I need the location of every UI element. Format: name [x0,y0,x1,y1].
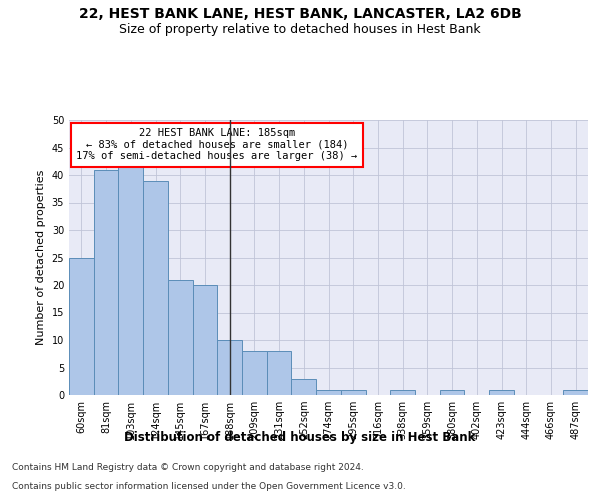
Bar [118,164,143,395]
Bar [489,390,514,395]
Text: Size of property relative to detached houses in Hest Bank: Size of property relative to detached ho… [119,22,481,36]
Text: 22 HEST BANK LANE: 185sqm
← 83% of detached houses are smaller (184)
17% of semi: 22 HEST BANK LANE: 185sqm ← 83% of detac… [76,128,358,162]
Bar [292,378,316,395]
Bar [390,390,415,395]
Bar [217,340,242,395]
Bar [168,280,193,395]
Bar [94,170,118,395]
Text: Contains HM Land Registry data © Crown copyright and database right 2024.: Contains HM Land Registry data © Crown c… [12,464,364,472]
Text: Distribution of detached houses by size in Hest Bank: Distribution of detached houses by size … [124,431,476,444]
Bar [563,390,588,395]
Bar [316,390,341,395]
Bar [193,285,217,395]
Y-axis label: Number of detached properties: Number of detached properties [36,170,46,345]
Text: 22, HEST BANK LANE, HEST BANK, LANCASTER, LA2 6DB: 22, HEST BANK LANE, HEST BANK, LANCASTER… [79,8,521,22]
Bar [143,180,168,395]
Bar [69,258,94,395]
Bar [440,390,464,395]
Bar [242,351,267,395]
Bar [341,390,365,395]
Bar [267,351,292,395]
Text: Contains public sector information licensed under the Open Government Licence v3: Contains public sector information licen… [12,482,406,491]
